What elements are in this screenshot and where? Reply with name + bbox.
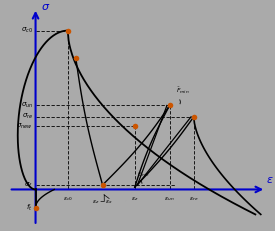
Text: $f_t$: $f_t$ [26,203,33,213]
Text: $\sigma_{new}$: $\sigma_{new}$ [16,121,33,131]
Text: $\varepsilon_z - \varepsilon_x$: $\varepsilon_z - \varepsilon_x$ [92,198,113,207]
Point [100,183,105,187]
Text: $\varepsilon_{c0}$: $\varepsilon_{c0}$ [63,195,73,203]
Text: $\sigma_{un}$: $\sigma_{un}$ [21,101,33,110]
Point [33,206,38,210]
Text: $E_{min}$: $E_{min}$ [138,170,150,179]
Text: $\sigma_{re}$: $\sigma_{re}$ [22,112,33,122]
Point [167,104,172,107]
Text: $\bar{F}_{min}$: $\bar{F}_{min}$ [176,86,190,96]
Text: $\varepsilon_{un}$: $\varepsilon_{un}$ [164,195,175,203]
Text: $\sigma_f$: $\sigma_f$ [24,180,33,189]
Text: $\varepsilon_{re}$: $\varepsilon_{re}$ [189,195,199,203]
Point [133,124,137,128]
Text: $\varepsilon_z$: $\varepsilon_z$ [131,195,139,203]
Point [65,29,70,32]
Text: $\varepsilon$: $\varepsilon$ [266,175,274,185]
Point [74,56,78,60]
Text: $\sigma_{c0}$: $\sigma_{c0}$ [21,26,33,35]
Text: $\sigma$: $\sigma$ [41,2,50,12]
Point [192,115,196,119]
